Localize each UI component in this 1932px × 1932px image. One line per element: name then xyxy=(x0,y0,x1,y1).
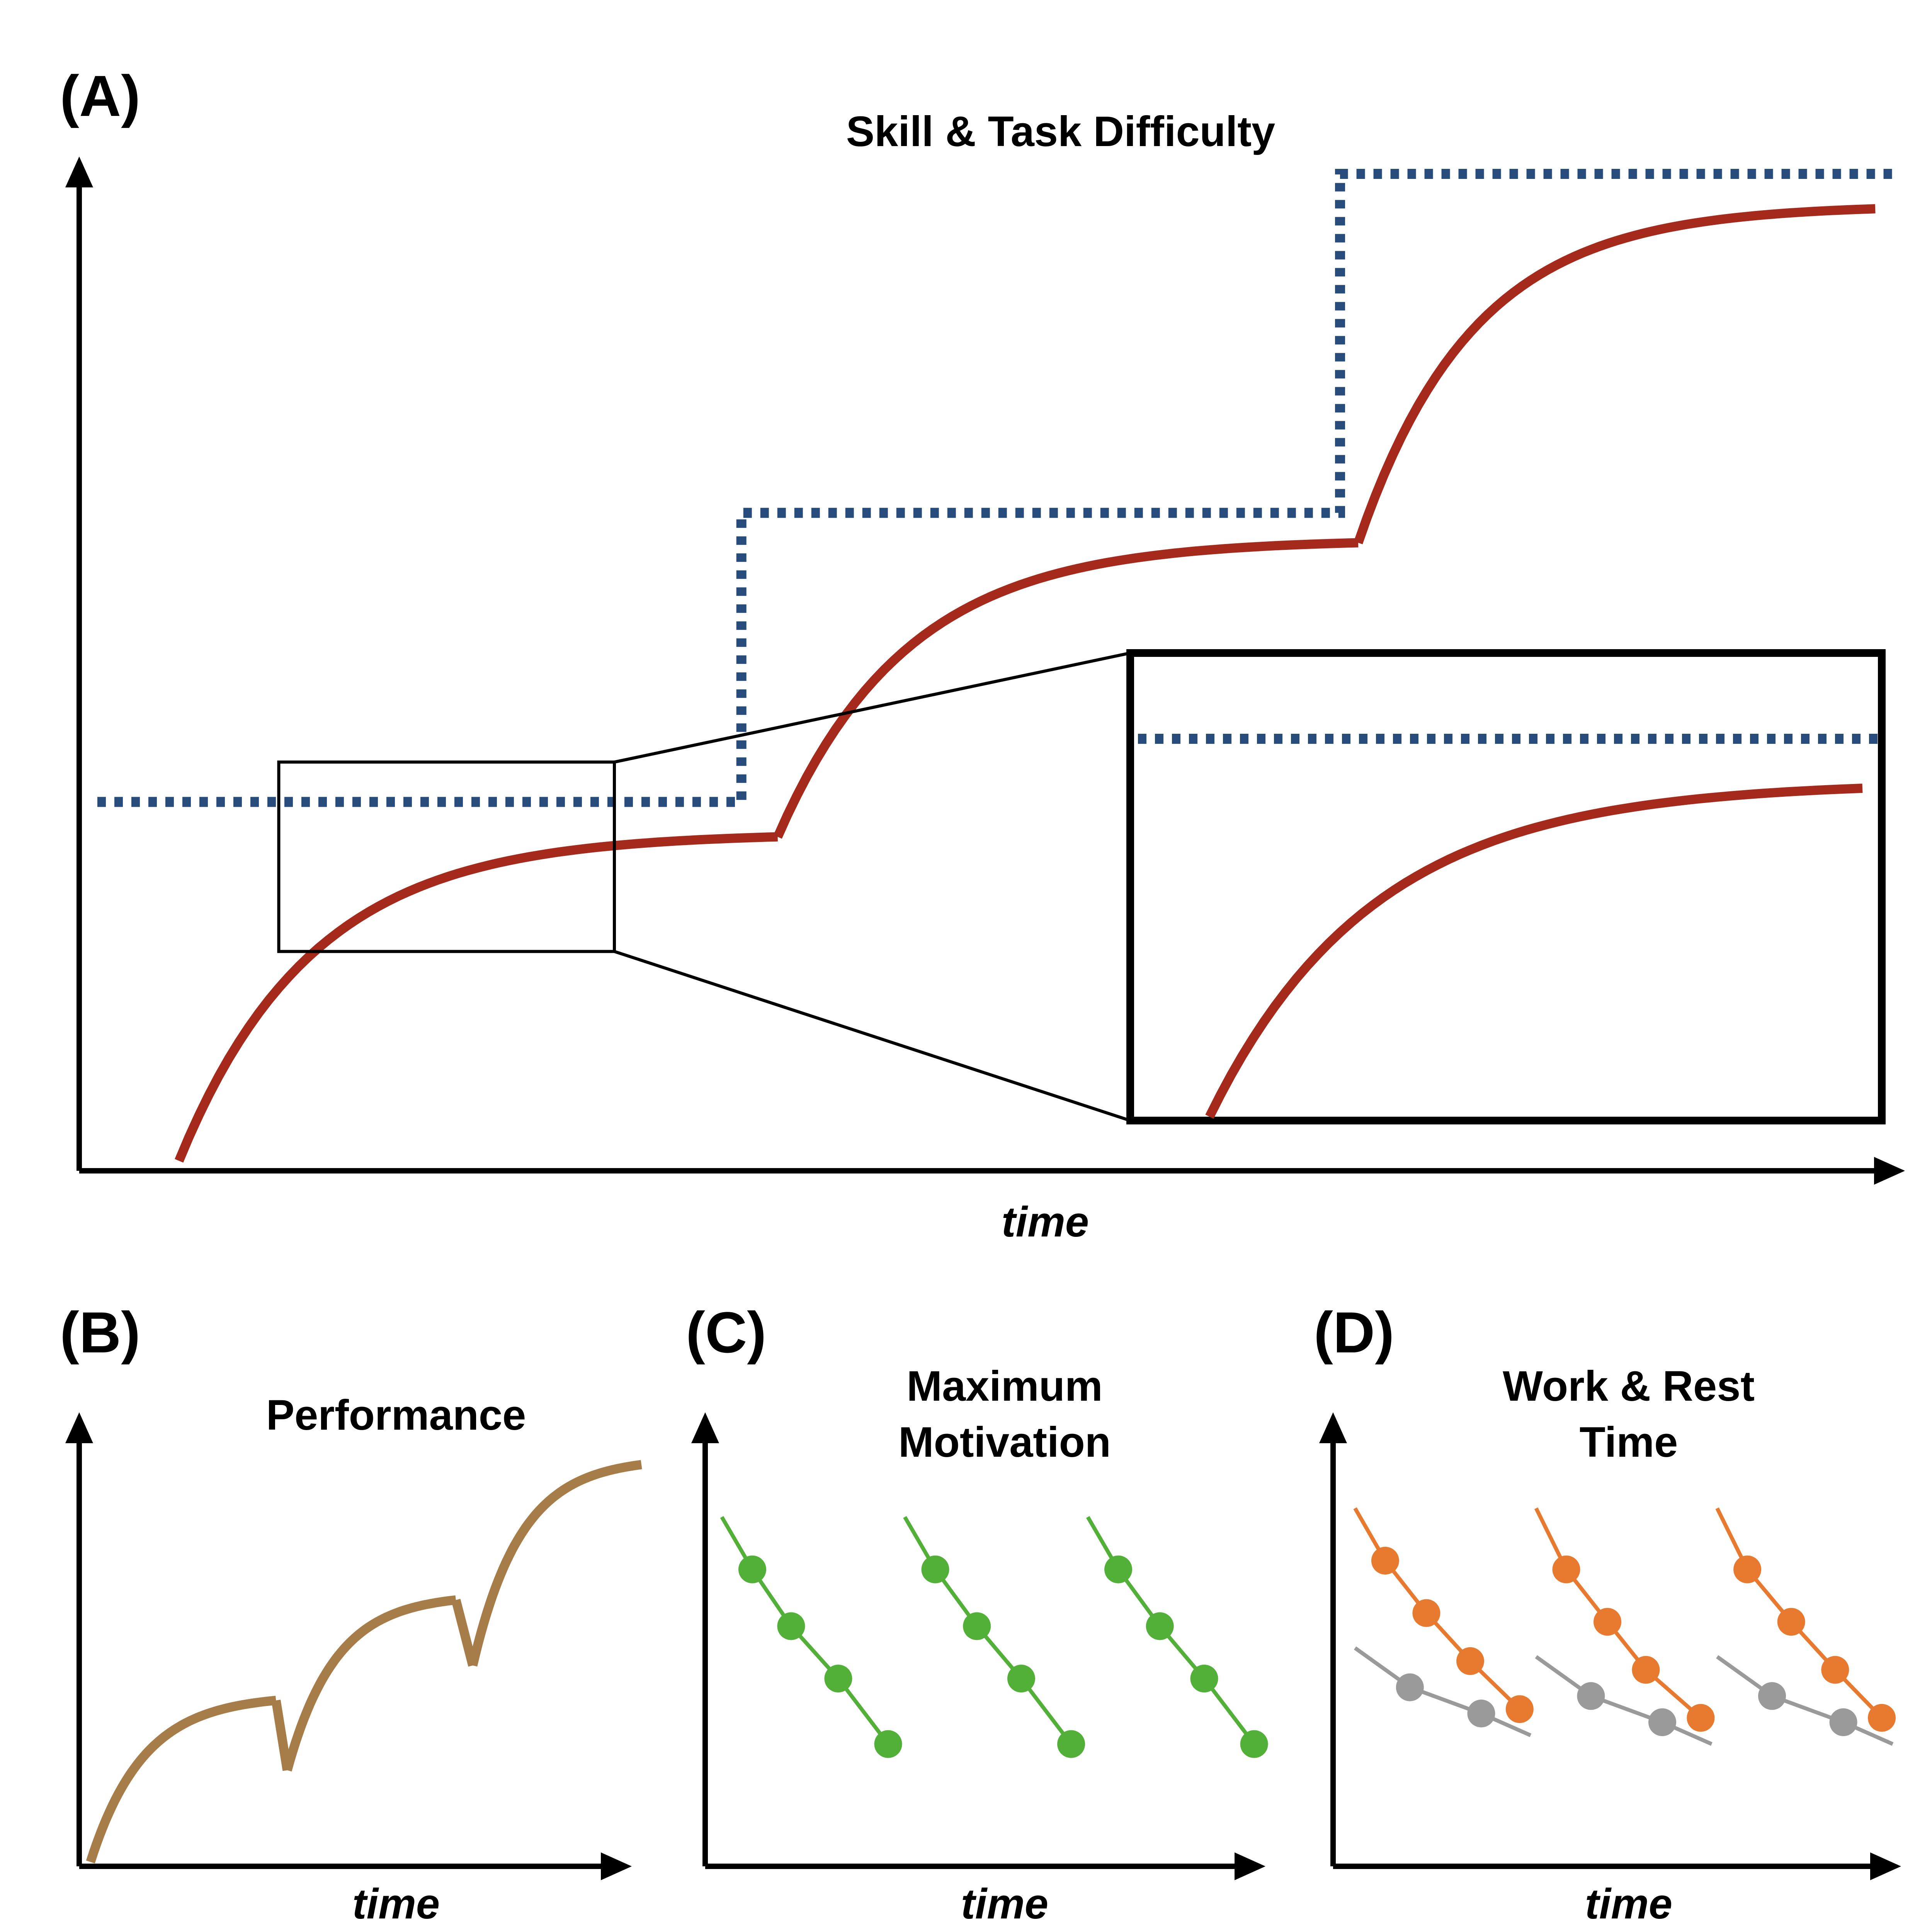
performance-drop-1 xyxy=(271,1699,292,1771)
performance-drop-2 xyxy=(451,1599,478,1667)
panel-c-title-line-1: Maximum xyxy=(906,1362,1102,1410)
panel-c-xlabel: time xyxy=(961,1880,1048,1928)
rest-point-3-1 xyxy=(1758,1682,1786,1710)
work-point-2-4 xyxy=(1687,1704,1715,1732)
skill-curve-segment-2 xyxy=(773,538,1359,839)
panel-c-x-axis-arrow xyxy=(1235,1852,1265,1880)
panel-b: (B) Performance time xyxy=(60,1300,643,1928)
motivation-point-2-3 xyxy=(1007,1665,1035,1693)
panel-a-title: Skill & Task Difficulty xyxy=(846,108,1275,155)
panel-d-plot xyxy=(1319,1412,1901,1880)
work-line-2 xyxy=(1534,1507,1702,1719)
motivation-point-3-2 xyxy=(1146,1612,1174,1640)
work-point-3-4 xyxy=(1868,1704,1896,1732)
panel-c-plot xyxy=(691,1412,1268,1880)
panel-b-x-axis-arrow xyxy=(601,1852,632,1880)
panel-a-xlabel: time xyxy=(1002,1198,1089,1246)
work-point-1-1 xyxy=(1371,1547,1399,1575)
motivation-point-1-3 xyxy=(824,1665,852,1693)
panel-c-label: (C) xyxy=(686,1300,766,1365)
rest-point-2-2 xyxy=(1648,1708,1676,1736)
rest-point-1-2 xyxy=(1467,1699,1495,1728)
work-point-3-1 xyxy=(1733,1555,1762,1583)
motivation-point-3-4 xyxy=(1240,1730,1268,1758)
performance-curve-phase-2 xyxy=(282,1595,458,1772)
panel-c-y-axis-arrow xyxy=(691,1412,719,1443)
panel-b-xlabel: time xyxy=(352,1880,440,1928)
panel-a-plot xyxy=(65,156,1905,1185)
difficulty-step-line xyxy=(97,169,1893,807)
panel-b-title: Performance xyxy=(266,1391,526,1439)
work-point-2-3 xyxy=(1632,1656,1660,1684)
panel-a-label: (A) xyxy=(60,63,140,128)
rest-line-3 xyxy=(1716,1655,1894,1746)
motivation-point-3-3 xyxy=(1190,1665,1218,1693)
rest-point-1-1 xyxy=(1396,1673,1424,1701)
motivation-point-2-2 xyxy=(963,1612,991,1640)
work-point-1-3 xyxy=(1456,1647,1484,1675)
rest-point-3-2 xyxy=(1829,1708,1857,1736)
panel-d-y-axis-arrow xyxy=(1319,1412,1347,1443)
zoom-source-box xyxy=(277,760,616,953)
motivation-line-1 xyxy=(720,1516,890,1745)
panel-b-plot xyxy=(65,1412,643,1880)
panel-d-label: (D) xyxy=(1314,1300,1394,1365)
motivation-point-1-4 xyxy=(874,1730,902,1758)
panel-b-y-axis-arrow xyxy=(65,1412,93,1443)
panel-d: (D) Work & Rest Time time xyxy=(1314,1300,1901,1928)
skill-curve-segment-1 xyxy=(175,832,778,1163)
motivation-point-2-4 xyxy=(1057,1730,1085,1758)
motivation-point-3-1 xyxy=(1104,1555,1133,1583)
motivation-point-2-1 xyxy=(921,1555,949,1583)
rest-line-1 xyxy=(1354,1646,1532,1737)
zoom-connector-top xyxy=(614,651,1131,764)
panel-c-title-line-2: Motivation xyxy=(898,1418,1111,1466)
performance-curve-phase-1 xyxy=(86,1696,278,1864)
panel-a-y-axis-arrow xyxy=(65,156,93,187)
work-point-1-2 xyxy=(1412,1599,1440,1627)
panel-d-title-line-1: Work & Rest xyxy=(1503,1362,1755,1410)
motivation-point-1-1 xyxy=(738,1555,766,1583)
panel-c: (C) Maximum Motivation time xyxy=(686,1300,1268,1928)
panel-b-label: (B) xyxy=(60,1300,140,1365)
work-point-3-3 xyxy=(1821,1656,1849,1684)
work-point-2-1 xyxy=(1552,1555,1580,1583)
work-point-1-4 xyxy=(1505,1695,1534,1723)
panel-d-xlabel: time xyxy=(1585,1880,1672,1928)
work-point-3-2 xyxy=(1777,1608,1805,1636)
zoom-inset-skill-curve xyxy=(1205,784,1863,1119)
rest-line-2 xyxy=(1535,1655,1713,1746)
motivation-point-1-2 xyxy=(777,1612,805,1640)
panel-a: (A) Skill & Task Difficulty time xyxy=(60,63,1905,1246)
panel-d-x-axis-arrow xyxy=(1870,1852,1901,1880)
panel-d-title-line-2: Time xyxy=(1580,1418,1678,1466)
panel-a-x-axis-arrow xyxy=(1874,1157,1905,1185)
rest-point-2-1 xyxy=(1577,1682,1605,1710)
performance-curve-phase-3 xyxy=(468,1460,643,1667)
zoom-connector-bottom xyxy=(614,950,1131,1122)
work-point-2-2 xyxy=(1594,1608,1621,1636)
skill-curve-segment-3 xyxy=(1354,204,1876,544)
